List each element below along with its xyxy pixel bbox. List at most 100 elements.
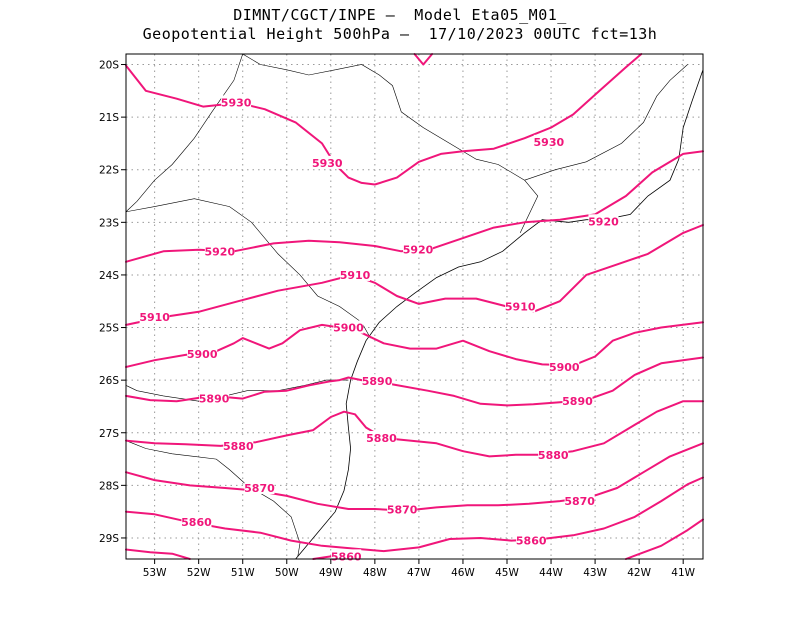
coastline — [295, 69, 704, 560]
y-tick-label: 24S — [99, 270, 119, 282]
contour-label-5860: 5860 — [516, 533, 547, 548]
contour-label-text: 5890 — [199, 393, 230, 406]
contour-label-bg — [244, 480, 275, 494]
contour-label-bg — [181, 515, 212, 529]
contour-label-5870: 5870 — [387, 502, 418, 517]
contour-label-text: 5920 — [588, 215, 619, 228]
contour-label-bg — [538, 447, 569, 461]
contour-label-text: 5920 — [403, 244, 434, 257]
contour-5860 — [624, 518, 704, 560]
contour-label-text: 5930 — [312, 157, 343, 170]
state-border — [242, 53, 336, 76]
title-line-1: DIMNT/CGCT/INPE – Model Eta05_M01_ — [233, 6, 567, 24]
contour-label-text: 5860 — [331, 550, 362, 563]
contour-label-5930: 5930 — [221, 95, 252, 109]
x-tick-label: 46W — [451, 567, 475, 579]
y-tick-label: 27S — [99, 428, 119, 440]
state-border — [125, 440, 301, 557]
contour-label-text: 5920 — [205, 245, 236, 258]
contour-label-text: 5880 — [538, 449, 569, 462]
contour-label-bg — [187, 346, 218, 360]
contour-5860 — [125, 476, 704, 553]
state-border — [335, 64, 525, 181]
state-border — [524, 64, 688, 181]
state-border — [125, 379, 349, 402]
contour-5870 — [125, 442, 704, 512]
y-tick-label: 22S — [99, 165, 119, 177]
contour-label-5900: 5900 — [187, 346, 218, 361]
contour-label-5860: 5860 — [331, 549, 362, 563]
contour-label-text: 5890 — [562, 395, 593, 408]
state-border — [125, 198, 371, 339]
contour-label-5920: 5920 — [204, 244, 236, 258]
contour-label-text: 5900 — [549, 361, 580, 374]
contour-label-text: 5860 — [181, 516, 212, 529]
contour-label-bg — [362, 374, 393, 388]
contour-label-bg — [505, 299, 536, 313]
y-tick-label: 23S — [99, 217, 119, 229]
contour-label-text: 5910 — [139, 311, 170, 324]
contour-label-text: 5860 — [516, 535, 547, 548]
contour-label-bg — [588, 214, 619, 228]
state-border — [519, 180, 539, 234]
contour-label-bg — [221, 95, 252, 109]
contour-label-bg — [516, 533, 547, 547]
contour-5860 — [125, 548, 191, 560]
contour-label-text: 5900 — [333, 322, 364, 335]
contour-label-bg — [562, 394, 593, 408]
contour-label-5880: 5880 — [366, 431, 397, 445]
contour-label-5890: 5890 — [562, 394, 593, 408]
contour-lines — [125, 53, 704, 560]
x-tick-label: 44W — [539, 567, 563, 579]
plot-frame — [125, 53, 704, 560]
contour-5930 — [413, 53, 434, 66]
x-tick-label: 47W — [407, 567, 431, 579]
geography-lines — [125, 53, 704, 560]
contour-label-5890: 5890 — [362, 374, 393, 388]
contour-label-bg — [366, 431, 397, 445]
contour-label-text: 5910 — [340, 269, 371, 282]
contour-label-bg — [549, 359, 580, 373]
contour-label-5910: 5910 — [505, 299, 536, 314]
contour-label-5860: 5860 — [181, 515, 212, 529]
contour-label-bg — [564, 494, 595, 508]
contour-label-bg — [533, 134, 564, 148]
contour-5930 — [125, 53, 643, 186]
contour-label-5920: 5920 — [588, 214, 619, 228]
state-border — [125, 53, 243, 213]
x-tick-label: 53W — [143, 567, 167, 579]
contour-label-bg — [204, 244, 235, 258]
contour-label-5870: 5870 — [244, 480, 275, 495]
x-tick-label: 42W — [627, 567, 651, 579]
contour-label-bg — [340, 267, 371, 281]
contour-label-bg — [387, 502, 418, 516]
x-tick-label: 51W — [231, 567, 255, 579]
contour-label-text: 5910 — [505, 301, 536, 314]
contour-label-5900: 5900 — [549, 359, 580, 374]
contour-label-5910: 5910 — [340, 267, 371, 282]
contour-label-text: 5870 — [387, 504, 418, 517]
axis-ticks: 53W 52W 51W 50W 49W 48W 47W 46W 45W 44W 43W 42W 41W 2… — [99, 60, 696, 579]
title-line-2: Geopotential Height 500hPa – 17/10/2023 … — [142, 25, 658, 43]
contour-label-5880: 5880 — [538, 447, 569, 462]
contour-label-5890: 5890 — [199, 391, 230, 406]
contour-label-5870: 5870 — [564, 494, 595, 508]
contour-label-bg — [223, 438, 254, 452]
contour-label-text: 5930 — [221, 96, 252, 109]
contour-label-5880: 5880 — [223, 438, 254, 453]
contour-label-5930: 5930 — [533, 134, 564, 149]
contour-5900 — [125, 321, 704, 368]
contour-label-bg — [333, 320, 364, 334]
y-tick-label: 20S — [99, 60, 119, 72]
gridlines — [126, 54, 703, 559]
contour-labels: 5930 5930 5930 5920 5920 5920 5910 5910 5910 5900… — [139, 95, 619, 563]
x-tick-label: 52W — [187, 567, 211, 579]
x-tick-label: 48W — [363, 567, 387, 579]
contour-label-5930: 5930 — [312, 155, 343, 170]
contour-label-5900: 5900 — [333, 320, 364, 335]
contour-label-5920: 5920 — [403, 242, 434, 257]
contour-label-bg — [139, 310, 170, 324]
contour-label-text: 5890 — [362, 375, 393, 388]
y-tick-label: 29S — [99, 533, 119, 545]
